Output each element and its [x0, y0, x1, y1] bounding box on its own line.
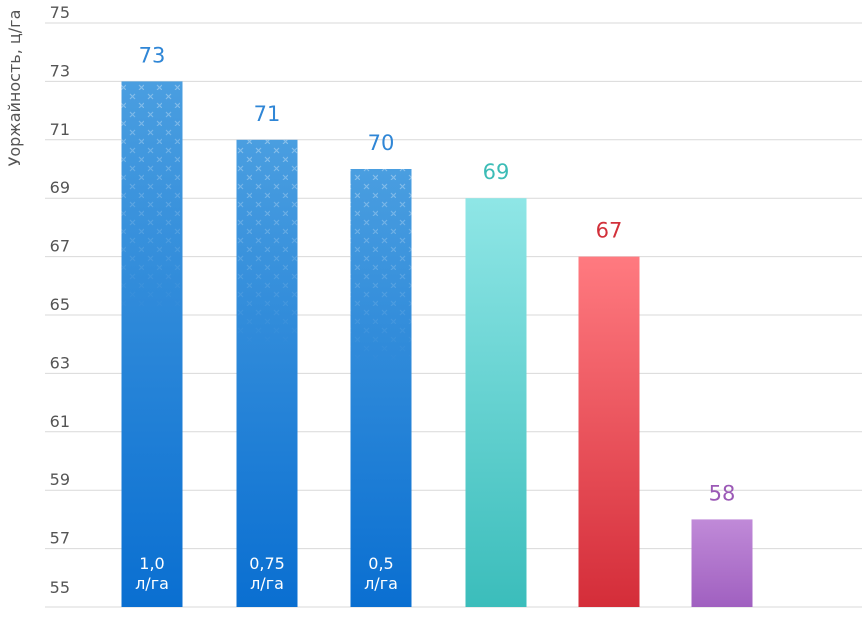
bar-value-label: 70 [368, 131, 395, 155]
bar [578, 256, 640, 607]
bar-value-label: 67 [596, 219, 623, 243]
bar-value-label: 73 [139, 43, 166, 67]
bar-group: 70 0,5л/га [350, 131, 412, 607]
y-tick-label: 59 [50, 470, 70, 489]
bar-group: 73 1,0л/га [121, 43, 183, 607]
y-axis: 55 57 59 61 63 65 67 69 71 73 75 [50, 3, 70, 597]
bar-inner-label: л/га [250, 574, 284, 593]
bar-inner-label: 0,75 [249, 554, 285, 573]
y-tick-label: 69 [50, 178, 70, 197]
bar-value-label: 58 [709, 481, 736, 505]
y-axis-label: Уоржайность, ц/га [5, 10, 24, 167]
bar [691, 519, 753, 607]
bar-group: 69 [465, 160, 527, 607]
y-tick-label: 55 [50, 578, 70, 597]
bar-pattern [350, 169, 412, 607]
bar-inner-label: 0,5 [368, 554, 393, 573]
bar-inner-label: л/га [364, 574, 398, 593]
y-tick-label: 61 [50, 412, 70, 431]
y-tick-label: 71 [50, 120, 70, 139]
y-tick-label: 65 [50, 295, 70, 314]
bar-group: 71 0,75л/га [236, 102, 298, 608]
y-tick-label: 57 [50, 529, 70, 548]
bar-inner-label: л/га [135, 574, 169, 593]
bar-value-label: 71 [254, 102, 281, 126]
y-tick-label: 75 [50, 3, 70, 22]
bar-group: 67 [578, 219, 640, 607]
y-tick-label: 63 [50, 353, 70, 372]
bar-pattern [121, 81, 183, 607]
bar-group: 58 [691, 481, 753, 607]
y-tick-label: 67 [50, 237, 70, 256]
bar-pattern [236, 139, 298, 608]
y-tick-label: 73 [50, 61, 70, 80]
bar [465, 198, 527, 607]
bar-value-label: 69 [483, 160, 510, 184]
bar-inner-label: 1,0 [139, 554, 164, 573]
